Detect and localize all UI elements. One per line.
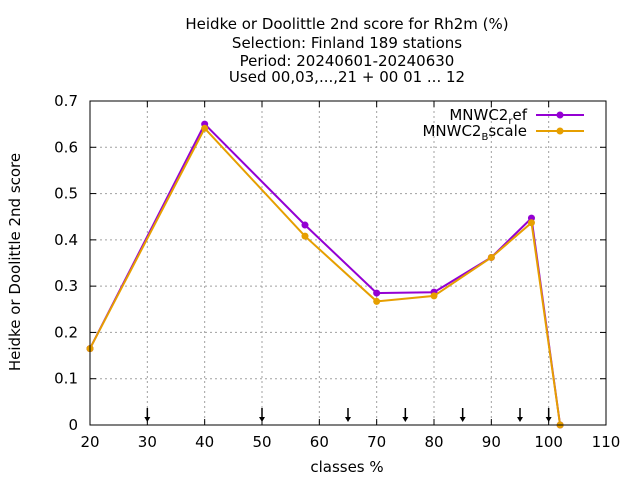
title-line-1: Heidke or Doolittle 2nd score for Rh2m (… [185,15,508,33]
series-point-2 [201,124,209,132]
x-tick-label: 40 [195,433,214,451]
chart-title: Heidke or Doolittle 2nd score for Rh2m (… [185,15,508,86]
x-tick-label: 70 [367,433,386,451]
series-point-1 [373,289,381,297]
legend-label-mnwc2-ref-rest: ef [512,106,527,124]
series-layer [86,120,564,429]
grid [90,101,606,425]
y-tick-label: 0 [68,416,78,434]
threshold-arrow-head [345,417,351,422]
legend-label-mnwc2-ref: MNWC2ref [449,106,527,127]
x-tick-label: 110 [592,433,621,451]
legend: MNWC2ref MNWC2Bscale [422,106,584,143]
plot-frame [89,100,607,426]
legend-sample-marker-1 [556,111,564,119]
x-tick-label: 90 [482,433,501,451]
x-tick-label: 60 [310,433,329,451]
y-tick-label: 0.7 [54,92,78,110]
y-tick-label: 0.1 [54,370,78,388]
title-line-2: Selection: Finland 189 stations [232,34,462,52]
threshold-arrow-head [459,417,466,422]
x-tick-label: 80 [424,433,443,451]
legend-label-mnwc2-bscale: MNWC2Bscale [422,122,527,143]
axis-ticks: 20 30 40 50 60 70 80 90 100 110 0 0.1 0.2 0.3 0.4 0.5 0.… [54,92,620,451]
y-tick-label: 0.4 [54,231,78,249]
series-point-2 [430,292,438,300]
y-axis-label: Heidke or Doolittle 2nd score [6,153,24,371]
legend-sample-marker-2 [556,127,564,135]
x-tick-label: 30 [138,433,157,451]
legend-label-mnwc2-bscale-base: MNWC2 [422,122,481,140]
x-tick-label: 50 [252,433,271,451]
series-point-2 [373,297,381,305]
series-point-2 [527,219,535,227]
y-tick-label: 0.2 [54,323,78,341]
series-point-2 [487,253,495,261]
legend-label-mnwc2-bscale-rest: scale [488,122,527,140]
title-line-4: Used 00,03,...,21 + 00 01 ... 12 [229,68,465,86]
title-line-3: Period: 20240601-20240630 [240,52,455,70]
x-tick-label: 100 [534,433,563,451]
y-tick-label: 0.6 [54,138,78,156]
series-line-1 [89,122,562,426]
y-tick-label: 0.3 [54,277,78,295]
legend-label-mnwc2-ref-sub: r [508,116,513,127]
y-tick-label: 0.5 [54,185,78,203]
threshold-arrow-head [517,417,523,422]
legend-label-mnwc2-ref-base: MNWC2 [449,106,508,124]
threshold-arrows [144,408,552,422]
series-point-1 [301,221,309,229]
x-axis-label: classes % [310,458,383,476]
legend-label-mnwc2-bscale-sub: B [481,132,488,143]
threshold-arrow-head [402,417,409,422]
series-point-2 [301,232,309,240]
legend-samples [536,111,584,135]
x-tick-label: 20 [80,433,99,451]
series-line-2 [89,126,562,426]
